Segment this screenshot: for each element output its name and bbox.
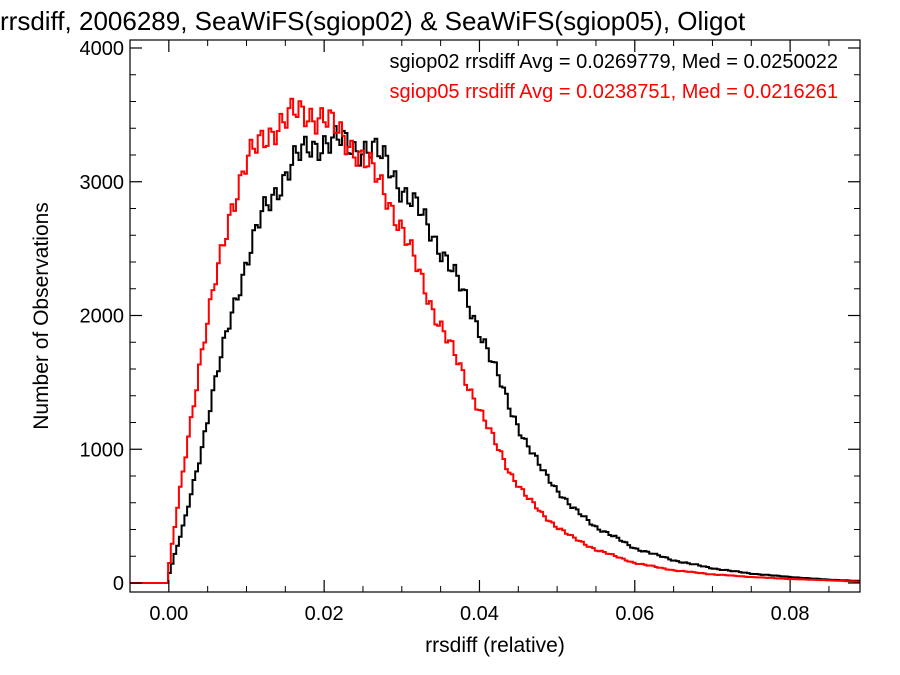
x-axis-label: rrsdiff (relative): [425, 634, 565, 657]
y-tick-label: 1000: [80, 439, 125, 461]
x-tick-label: 0.06: [615, 603, 654, 625]
x-tick-label: 0.08: [771, 603, 810, 625]
y-tick-label: 0: [113, 573, 124, 595]
chart-title: rrsdiff, 2006289, SeaWiFS(sgiop02) & Sea…: [0, 6, 746, 36]
annotation-sgiop02: sgiop02 rrsdiff Avg = 0.0269779, Med = 0…: [390, 51, 839, 73]
y-axis-label: Number of Observations: [30, 202, 53, 430]
x-tick-label: 0.04: [460, 603, 499, 625]
y-tick-label: 4000: [80, 38, 125, 60]
series-sgiop05-line: [130, 97, 860, 584]
ticks-layer: 0.00 0.02 0.04 0.06 0.08 0 1000 2000 3000 4000: [80, 38, 860, 625]
x-tick-label: 0.00: [149, 603, 188, 625]
y-tick-label: 2000: [80, 306, 125, 328]
series-layer: [130, 97, 860, 584]
annotation-sgiop05: sgiop05 rrsdiff Avg = 0.0238751, Med = 0…: [390, 81, 839, 103]
y-tick-label: 3000: [80, 172, 125, 194]
x-tick-label: 0.02: [305, 603, 344, 625]
series-sgiop02-line: [130, 125, 860, 584]
